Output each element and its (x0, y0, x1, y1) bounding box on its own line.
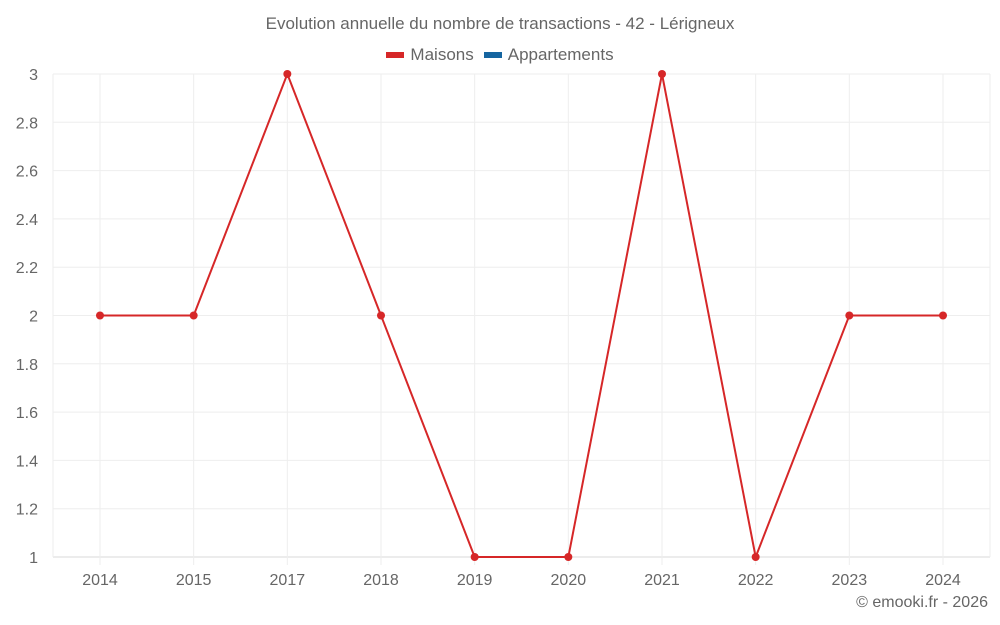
data-point[interactable] (189, 311, 198, 320)
y-tick-label: 2.6 (16, 164, 38, 181)
y-tick-label: 1 (29, 550, 38, 567)
y-tick-label: 1.4 (16, 453, 38, 470)
y-tick-label: 1.2 (16, 502, 38, 519)
data-point[interactable] (377, 311, 385, 320)
data-point[interactable] (470, 553, 479, 561)
series-line-maisons (100, 71, 943, 561)
legend-label: Maisons (410, 45, 474, 64)
x-tick-label: 2020 (551, 572, 587, 589)
legend-item-maisons[interactable]: Maisons (386, 45, 474, 65)
x-tick-label: 2017 (270, 572, 306, 589)
y-tick-label: 2 (29, 309, 38, 326)
data-point[interactable] (845, 311, 854, 320)
y-tick-label: 2.2 (16, 260, 38, 277)
x-tick-label: 2015 (176, 572, 212, 589)
data-point[interactable] (564, 553, 573, 561)
data-point[interactable] (658, 70, 666, 78)
credit-text: © emooki.fr - 2026 (856, 594, 988, 611)
legend-label: Appartements (507, 45, 614, 64)
legend: Maisons Appartements (0, 45, 1000, 65)
x-tick-label: 2018 (363, 572, 399, 589)
y-tick-label: 1.8 (16, 357, 38, 374)
x-tick-label: 2022 (738, 572, 774, 589)
y-tick-label: 2.4 (16, 212, 38, 229)
y-tick-label: 3 (29, 67, 38, 84)
legend-swatch-appartements (483, 52, 502, 58)
x-tick-label: 2024 (925, 572, 961, 589)
x-tick-label: 2021 (644, 572, 680, 589)
x-tick-label: 2019 (457, 572, 493, 589)
chart-title: Evolution annuelle du nombre de transact… (265, 14, 735, 33)
y-tick-label: 2.8 (16, 115, 38, 132)
data-point[interactable] (96, 311, 104, 320)
y-tick-label: 1.6 (16, 405, 38, 422)
legend-item-appartements[interactable]: Appartements (483, 45, 614, 65)
legend-swatch-maisons (386, 52, 405, 58)
data-point[interactable] (939, 311, 947, 320)
data-point[interactable] (283, 70, 292, 78)
x-tick-label: 2023 (832, 572, 868, 589)
x-tick-label: 2014 (82, 572, 118, 589)
data-point[interactable] (751, 553, 760, 561)
